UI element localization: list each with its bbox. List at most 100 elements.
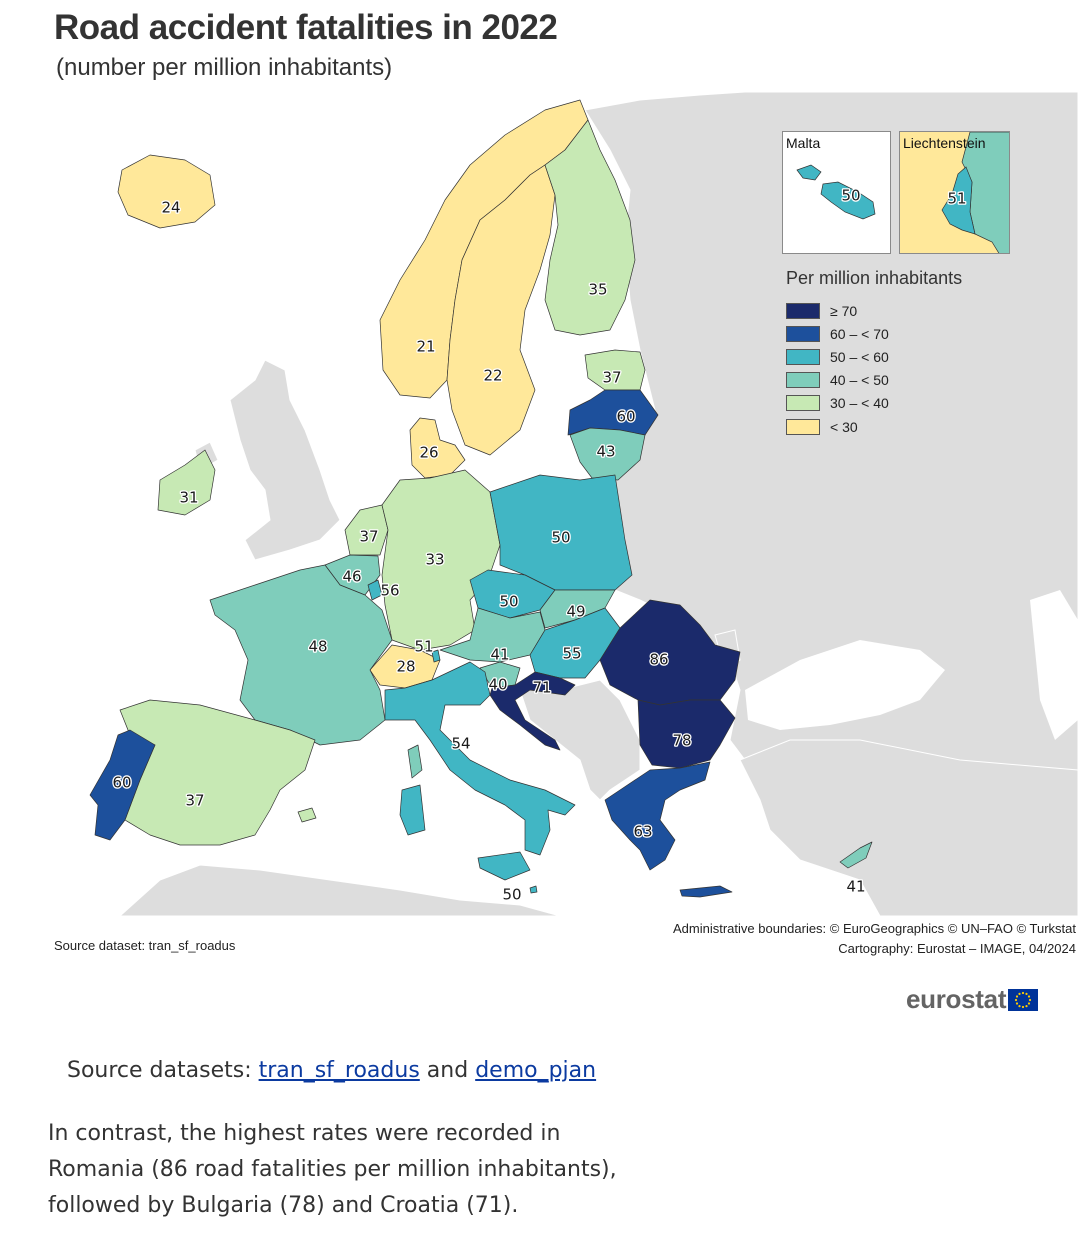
greece-shape (604, 761, 711, 871)
legend-title: Per million inhabitants (786, 268, 963, 288)
legend-item: 30 – < 40 (786, 392, 1026, 415)
legend-label: 30 – < 40 (830, 395, 889, 412)
black-sea (745, 640, 945, 730)
eu-countries (89, 99, 873, 898)
inset-malta-title: Malta (786, 135, 821, 151)
sicily-shape (477, 851, 531, 881)
inset-liechtenstein-value: 51 (947, 190, 966, 208)
label-czechia: 50 (499, 593, 518, 611)
inset-liechtenstein: 51 Liechtenstein (899, 131, 1010, 254)
ireland-shape (157, 449, 216, 516)
slovakia-shape (539, 589, 616, 629)
finland-shape (544, 119, 636, 336)
label-switzerland: 28 (396, 658, 415, 676)
label-germany: 33 (425, 551, 444, 569)
label-sweden: 22 (483, 367, 502, 385)
inset-malta-value: 50 (841, 187, 860, 205)
switzerland-shape (369, 644, 441, 689)
legend-item: ≥ 70 (786, 299, 1026, 322)
sources-prefix: Source datasets: (67, 1058, 252, 1083)
france-shape (209, 564, 393, 746)
inset-malta: Malta 50 (782, 131, 891, 254)
label-iceland: 24 (161, 199, 180, 217)
label-malta: 50 (502, 886, 521, 904)
label-spain: 37 (185, 792, 204, 810)
legend-label: 60 – < 70 (830, 325, 889, 342)
sweden-shape (446, 164, 556, 456)
uk-land (229, 359, 341, 561)
cyprus-shape (839, 841, 873, 869)
eu-flag-icon (1008, 988, 1039, 1011)
map-legend: Per million inhabitants ≥ 70 60 – < 70 5… (786, 268, 1026, 438)
boundaries-credit: Administrative boundaries: © EuroGeograp… (672, 921, 1076, 936)
sources-conj: and (426, 1058, 469, 1083)
eu-stars (1015, 991, 1032, 1008)
demo-pjan-link[interactable]: demo_pjan (475, 1058, 597, 1083)
croatia-shape (489, 671, 576, 751)
austria-shape (439, 607, 546, 663)
crete-shape (679, 885, 733, 898)
balearic-shape (297, 807, 317, 823)
portugal-shape (89, 729, 156, 841)
corsica-shape (407, 744, 423, 779)
label-france: 48 (308, 638, 327, 656)
bulgaria-shape (637, 699, 736, 769)
label-portugal: 60 (112, 774, 131, 792)
label-denmark: 26 (419, 444, 438, 462)
legend-item: 50 – < 60 (786, 345, 1026, 368)
source-datasets-line: Source datasets: tran_sf_roadus and demo… (67, 1058, 596, 1083)
label-slovakia: 49 (566, 603, 585, 621)
caspian-sea (1030, 590, 1078, 740)
label-romania: 86 (649, 651, 668, 669)
label-croatia: 71 (532, 679, 551, 697)
legend-swatch (786, 325, 820, 342)
label-estonia: 37 (602, 369, 621, 387)
slovenia-shape (479, 661, 521, 689)
legend-label: < 30 (830, 418, 858, 435)
label-hungary: 55 (562, 645, 581, 663)
label-luxembourg: 56 (380, 582, 399, 600)
malta-shape (529, 885, 538, 894)
lithuania-shape (569, 427, 646, 481)
label-latvia: 60 (616, 408, 635, 426)
label-lithuania: 43 (596, 443, 615, 461)
label-cyprus: 41 (846, 878, 865, 896)
label-greece: 63 (633, 823, 652, 841)
value-labels: 24 21 22 35 37 60 43 26 31 37 46 56 33 5… (111, 197, 867, 905)
map-subtitle: (number per million inhabitants) (56, 54, 393, 81)
inset-liechtenstein-title: Liechtenstein (903, 135, 986, 151)
iceland-shape (117, 154, 216, 229)
liechtenstein-shape (431, 649, 441, 663)
map-credits: Administrative boundaries: © EuroGeograp… (673, 919, 1076, 959)
legend-item: 40 – < 50 (786, 369, 1026, 392)
cartography-credit: Cartography: Eurostat – IMAGE, 04/2024 (838, 941, 1076, 956)
label-netherlands: 37 (359, 528, 378, 546)
label-bulgaria: 78 (672, 732, 691, 750)
luxembourg-shape (367, 579, 383, 601)
legend-swatch (786, 372, 820, 389)
north-africa-land (119, 864, 561, 916)
source-dataset-note: Source dataset: tran_sf_roadus (54, 938, 236, 953)
legend-swatch (786, 418, 820, 435)
tran-sf-roadus-link[interactable]: tran_sf_roadus (258, 1058, 420, 1083)
legend-item: < 30 (786, 415, 1026, 438)
legend-swatch (786, 395, 820, 412)
label-norway: 21 (416, 338, 435, 356)
eurostat-wordmark: eurostat (906, 984, 1007, 1014)
denmark-shape (409, 417, 466, 479)
summary-paragraph: In contrast, the highest rates were reco… (48, 1121, 617, 1218)
map-title: Road accident fatalities in 2022 (54, 8, 558, 47)
legend-label: 40 – < 50 (830, 372, 889, 389)
label-liechtenstein: 51 (414, 638, 433, 656)
non-eu-land (119, 91, 1079, 916)
liechtenstein-inset-map: 51 (941, 132, 1009, 253)
eurostat-logo: eurostat (906, 984, 1039, 1015)
legend-label: 50 – < 60 (830, 348, 889, 365)
legend-swatch (786, 302, 820, 319)
germany-shape (381, 469, 501, 651)
label-poland: 50 (551, 529, 570, 547)
turkey-land (739, 739, 1079, 916)
sardinia-shape (399, 784, 426, 836)
label-finland: 35 (588, 281, 607, 299)
estonia-shape (584, 349, 646, 391)
